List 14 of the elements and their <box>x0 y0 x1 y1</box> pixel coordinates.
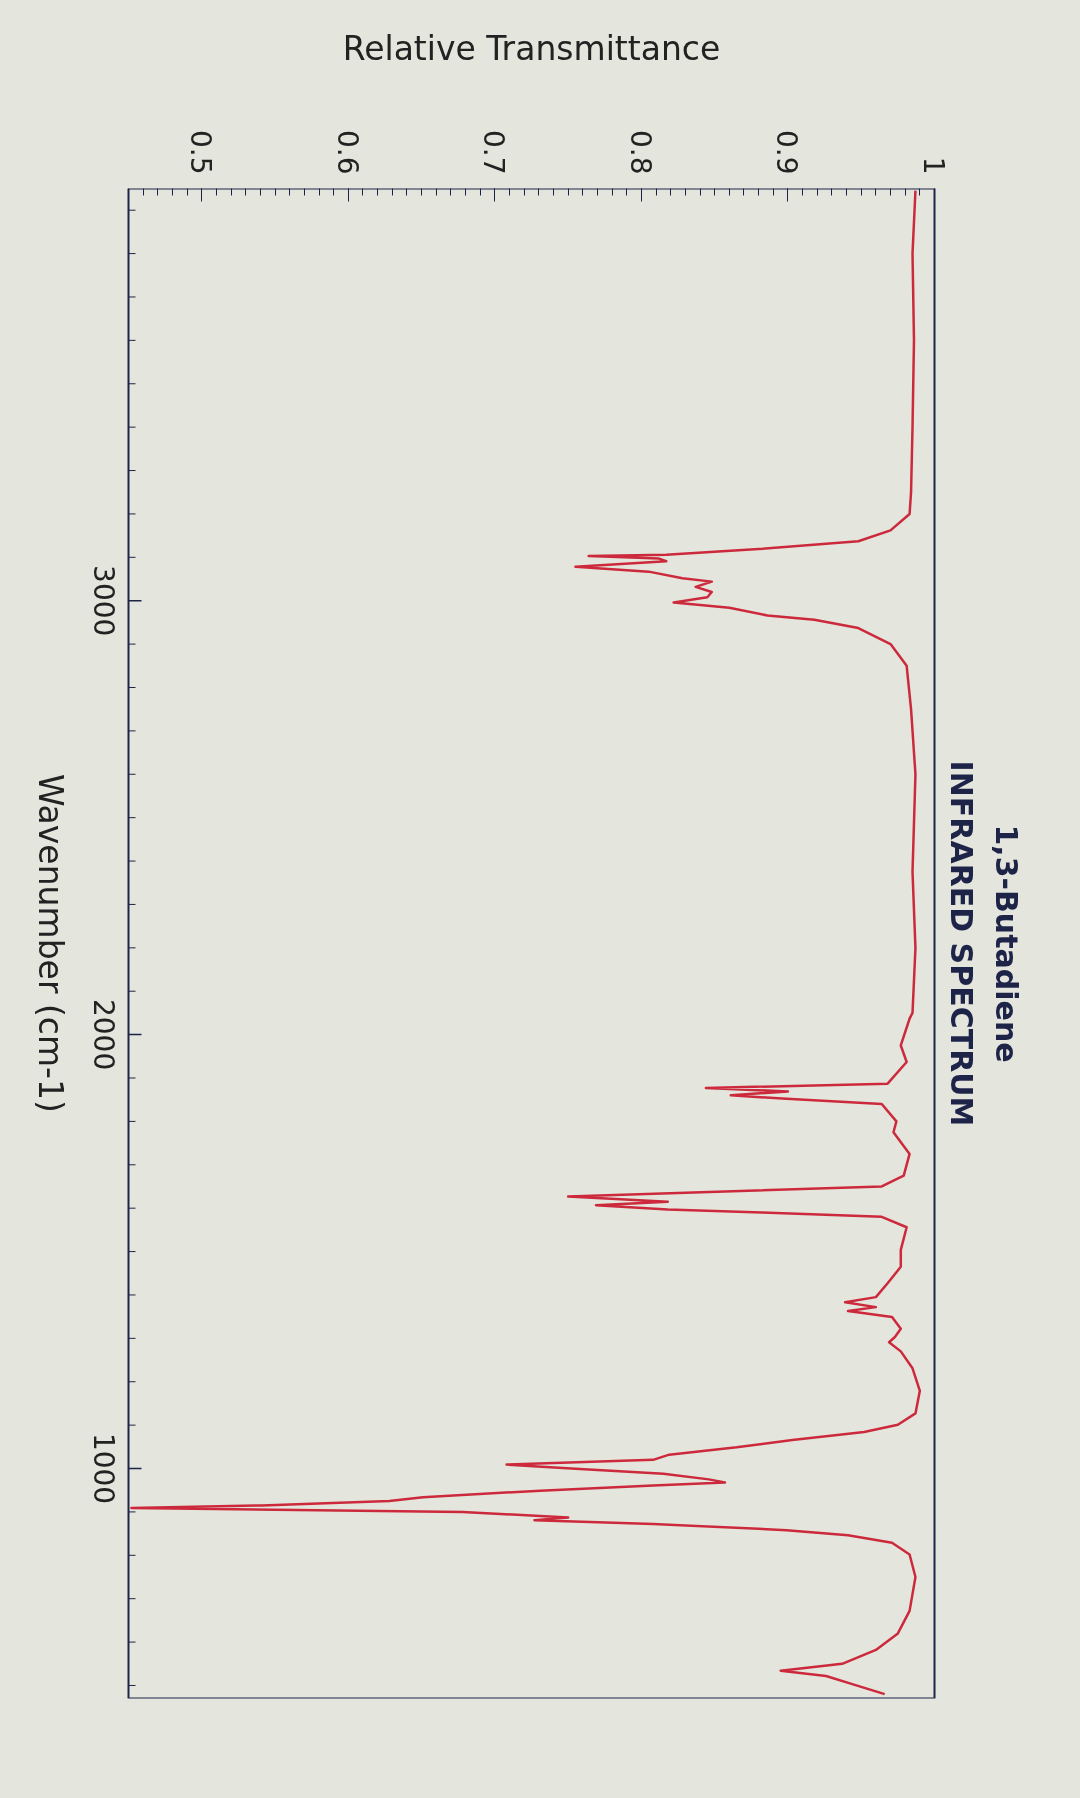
x-tick-label: 0.6 <box>330 129 364 175</box>
x-tick-label: 1 <box>917 156 950 175</box>
x-tick-label: 0.8 <box>623 129 657 175</box>
y-axis-title: Wavenumber (cm-1) <box>30 774 70 1113</box>
line-series <box>130 189 922 1696</box>
y-tick-label: 2000 <box>86 998 120 1071</box>
x-tick-label: 0.7 <box>477 129 511 175</box>
x-tick-label: 0.5 <box>184 129 218 175</box>
x-axis-title: Relative Transmittance <box>342 28 721 68</box>
text: 1,3-Butadiene <box>989 824 1024 1063</box>
text: INFRARED SPECTRUM <box>944 760 979 1127</box>
x-tick-label: 0.9 <box>770 129 804 175</box>
y-tick-label: 1000 <box>86 1432 120 1505</box>
y-tick-label: 3000 <box>86 565 120 637</box>
